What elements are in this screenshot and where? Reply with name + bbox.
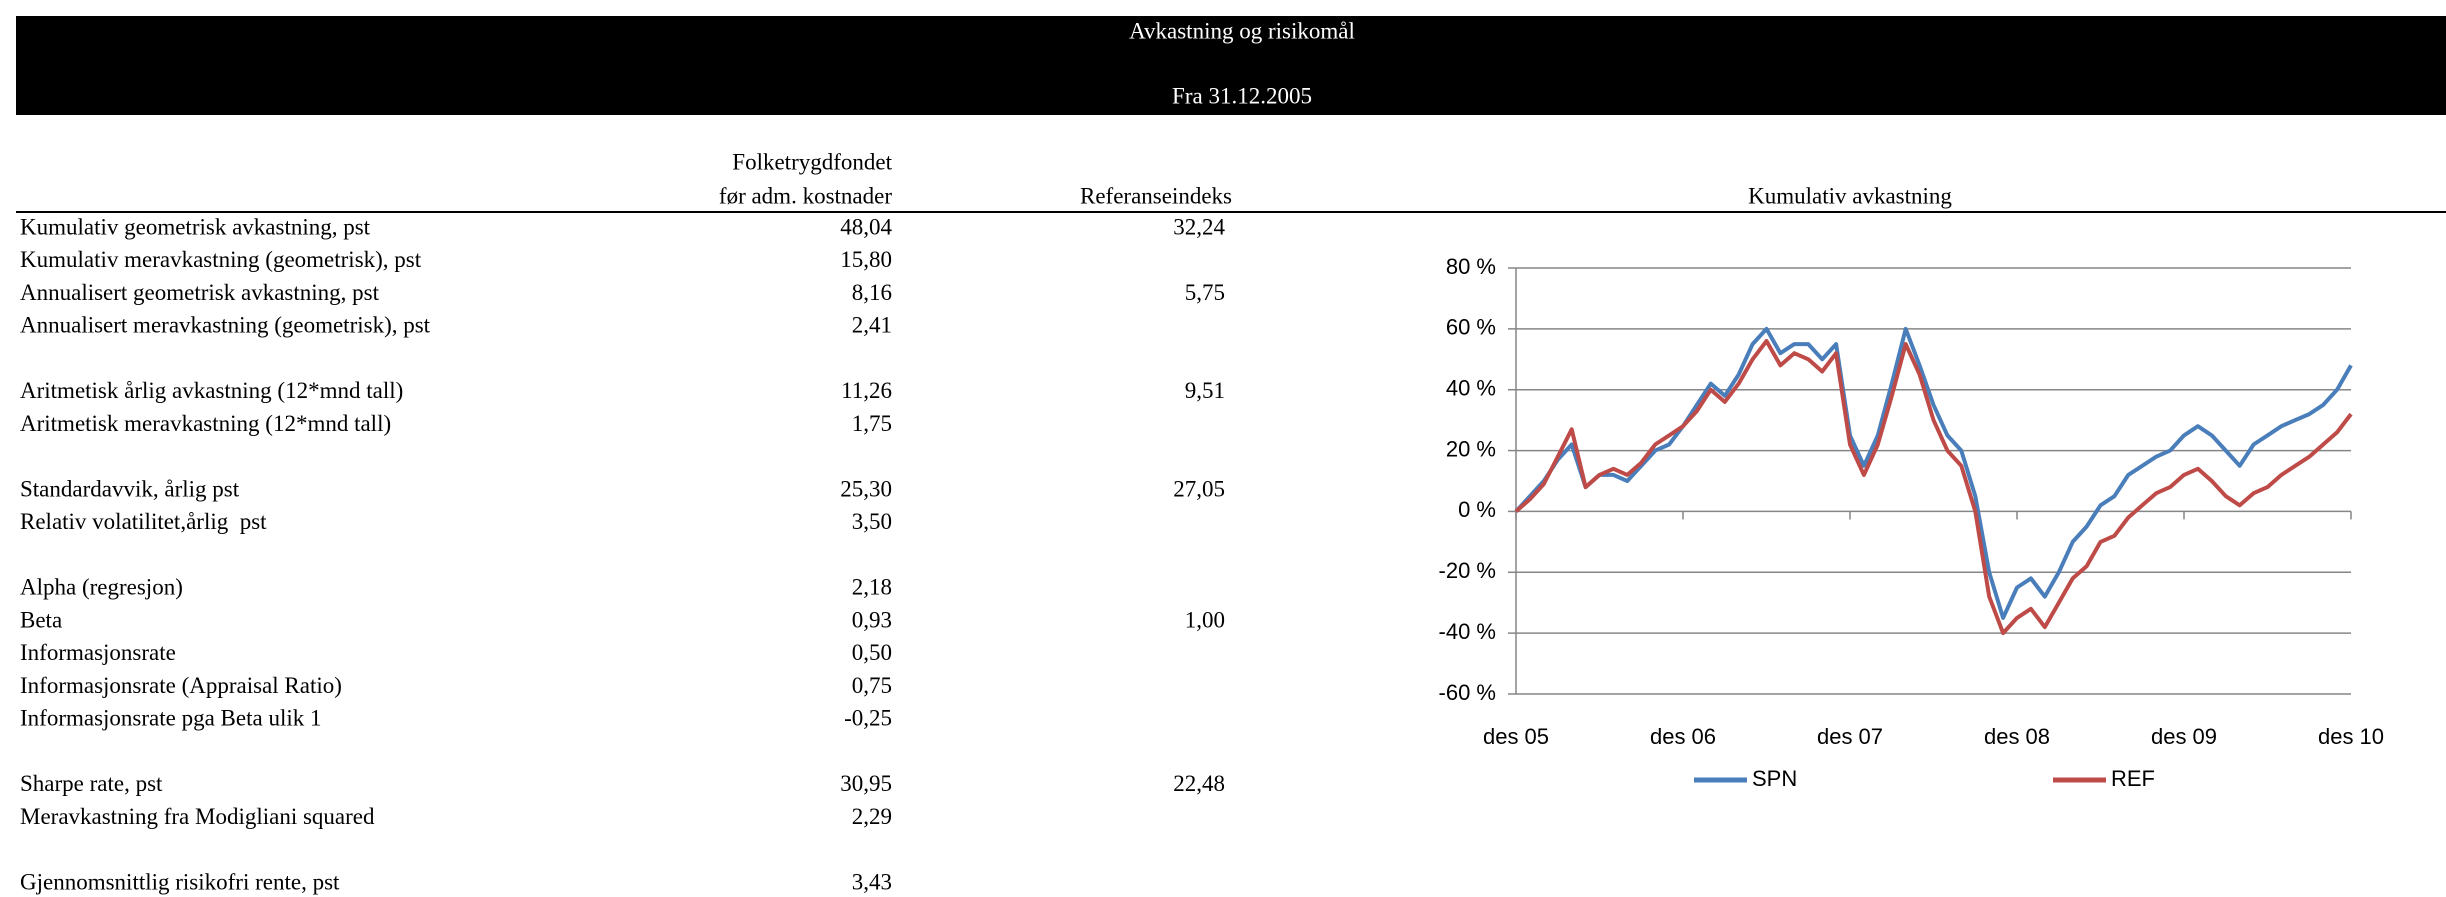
cell-value: 8,16 (852, 280, 892, 305)
series-line (1514, 326, 2353, 620)
x-tick-label: des 05 (1483, 724, 1549, 749)
row-label: Beta (20, 607, 62, 632)
cell-value: 3,50 (852, 509, 892, 534)
cell-value: 22,48 (1173, 771, 1225, 796)
row-label: Informasjonsrate (20, 640, 176, 665)
column-header: før adm. kostnader (719, 183, 892, 208)
cell-value: 1,75 (852, 411, 892, 436)
cell-value: 1,00 (1185, 607, 1225, 632)
row-label: Aritmetisk årlig avkastning (12*mnd tall… (20, 378, 403, 403)
column-header: Folketrygdfondet (732, 149, 892, 174)
legend-label: SPN (1752, 766, 1797, 791)
cell-value: 15,80 (840, 247, 892, 272)
series-line (1514, 339, 2353, 636)
row-label: Aritmetisk meravkastning (12*mnd tall) (20, 411, 391, 436)
x-tick-label: des 08 (1984, 724, 2050, 749)
cell-value: 3,43 (852, 869, 892, 894)
cell-value: 2,29 (852, 804, 892, 829)
cell-value: 25,30 (840, 476, 892, 501)
cell-value: -0,25 (844, 706, 892, 731)
column-header: Referanseindeks (1080, 183, 1232, 208)
header-bar (16, 16, 2446, 115)
row-label: Meravkastning fra Modigliani squared (20, 804, 375, 829)
y-tick-label: -60 % (1439, 680, 1496, 705)
y-tick-label: -40 % (1439, 619, 1496, 644)
cell-value: 9,51 (1185, 378, 1225, 403)
x-tick-label: des 07 (1817, 724, 1883, 749)
x-tick-label: des 10 (2318, 724, 2384, 749)
cell-value: 0,50 (852, 640, 892, 665)
y-tick-label: 60 % (1446, 315, 1496, 340)
row-label: Sharpe rate, pst (20, 771, 163, 796)
cell-value: 0,93 (852, 607, 892, 632)
y-tick-label: 0 % (1458, 497, 1496, 522)
title: Avkastning og risikomål (1129, 18, 1355, 43)
row-label: Relativ volatilitet,årlig pst (20, 509, 267, 534)
cell-value: 48,04 (840, 214, 892, 239)
cell-value: 5,75 (1185, 280, 1225, 305)
row-label: Standardavvik, årlig pst (20, 476, 240, 501)
y-tick-label: 20 % (1446, 436, 1496, 461)
row-label: Annualisert geometrisk avkastning, pst (20, 280, 380, 305)
y-tick-label: 80 % (1446, 254, 1496, 279)
cell-value: 11,26 (841, 378, 892, 403)
chart-title: Kumulativ avkastning (1748, 183, 1952, 208)
row-label: Annualisert meravkastning (geometrisk), … (20, 313, 431, 338)
y-tick-label: -20 % (1439, 558, 1496, 583)
cell-value: 30,95 (840, 771, 892, 796)
row-label: Kumulativ geometrisk avkastning, pst (20, 214, 371, 239)
x-tick-label: des 06 (1650, 724, 1716, 749)
cell-value: 2,41 (852, 313, 892, 338)
cell-value: 27,05 (1173, 476, 1225, 501)
row-label: Informasjonsrate (Appraisal Ratio) (20, 673, 342, 698)
x-tick-label: des 09 (2151, 724, 2217, 749)
cell-value: 0,75 (852, 673, 892, 698)
cell-value: 32,24 (1173, 214, 1225, 239)
y-tick-label: 40 % (1446, 376, 1496, 401)
subtitle: Fra 31.12.2005 (1172, 83, 1312, 108)
row-label: Informasjonsrate pga Beta ulik 1 (20, 706, 321, 731)
row-label: Kumulativ meravkastning (geometrisk), ps… (20, 247, 422, 272)
cell-value: 2,18 (852, 575, 892, 600)
row-label: Alpha (regresjon) (20, 575, 183, 600)
row-label: Gjennomsnittlig risikofri rente, pst (20, 869, 340, 894)
legend-label: REF (2111, 766, 2155, 791)
